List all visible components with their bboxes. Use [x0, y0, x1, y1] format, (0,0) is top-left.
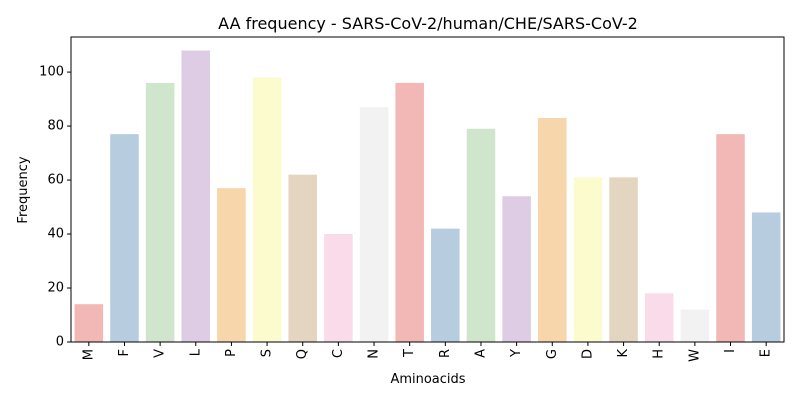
bar-L: [181, 50, 211, 342]
bar-S: [252, 77, 282, 342]
chart-title: AA frequency - SARS-CoV-2/human/CHE/SARS…: [218, 14, 638, 33]
x-tick-label-M: M: [81, 349, 96, 360]
bar-P: [217, 188, 246, 342]
bar-C: [324, 234, 353, 342]
y-tick-label-60: 60: [47, 173, 64, 188]
bar-W: [680, 309, 710, 342]
bar-T: [395, 82, 424, 343]
y-tick-label-80: 80: [47, 119, 64, 134]
x-tick-label-I: I: [723, 349, 738, 353]
x-axis-label: Aminoacids: [390, 372, 465, 387]
plot-frame: [70, 36, 785, 343]
y-tick-label-20: 20: [47, 281, 64, 296]
x-tick-label-D: D: [580, 349, 595, 359]
bar-R: [431, 228, 460, 342]
bar-F: [110, 134, 139, 342]
y-tick-label-0: 0: [56, 335, 64, 350]
bar-M: [74, 304, 104, 342]
x-tick-label-C: C: [331, 349, 346, 358]
x-tick-label-L: L: [188, 348, 203, 356]
bar-E: [751, 212, 781, 342]
bar-Y: [502, 196, 531, 342]
x-tick-label-E: E: [759, 349, 774, 357]
x-tick-label-Q: Q: [295, 349, 310, 359]
bar-D: [573, 177, 603, 342]
y-axis: 0 20 40 60 80 100: [39, 65, 71, 350]
x-tick-label-K: K: [616, 349, 631, 358]
bar-N: [359, 107, 389, 342]
x-tick-label-A: A: [473, 349, 488, 358]
x-tick-label-R: R: [438, 349, 453, 358]
x-tick-label-P: P: [224, 349, 239, 357]
x-tick-label-N: N: [367, 349, 382, 359]
y-tick-label-100: 100: [39, 65, 64, 80]
x-tick-label-S: S: [260, 349, 275, 357]
x-tick-label-G: G: [545, 349, 560, 359]
bar-I: [716, 134, 745, 342]
bars: [74, 50, 781, 343]
bar-K: [609, 177, 638, 342]
x-tick-label-H: H: [652, 349, 667, 359]
bar-G: [538, 117, 567, 342]
y-axis-label: Frequency: [16, 156, 31, 223]
bar-A: [466, 128, 496, 342]
bar-V: [145, 82, 175, 343]
x-tick-label-F: F: [117, 349, 132, 356]
x-tick-label-Y: Y: [509, 349, 524, 358]
y-tick-label-40: 40: [47, 227, 64, 242]
bar-H: [644, 293, 674, 342]
bar-Q: [288, 174, 317, 342]
x-tick-label-W: W: [687, 349, 702, 362]
x-tick-label-V: V: [153, 349, 168, 358]
x-tick-label-T: T: [402, 349, 417, 358]
